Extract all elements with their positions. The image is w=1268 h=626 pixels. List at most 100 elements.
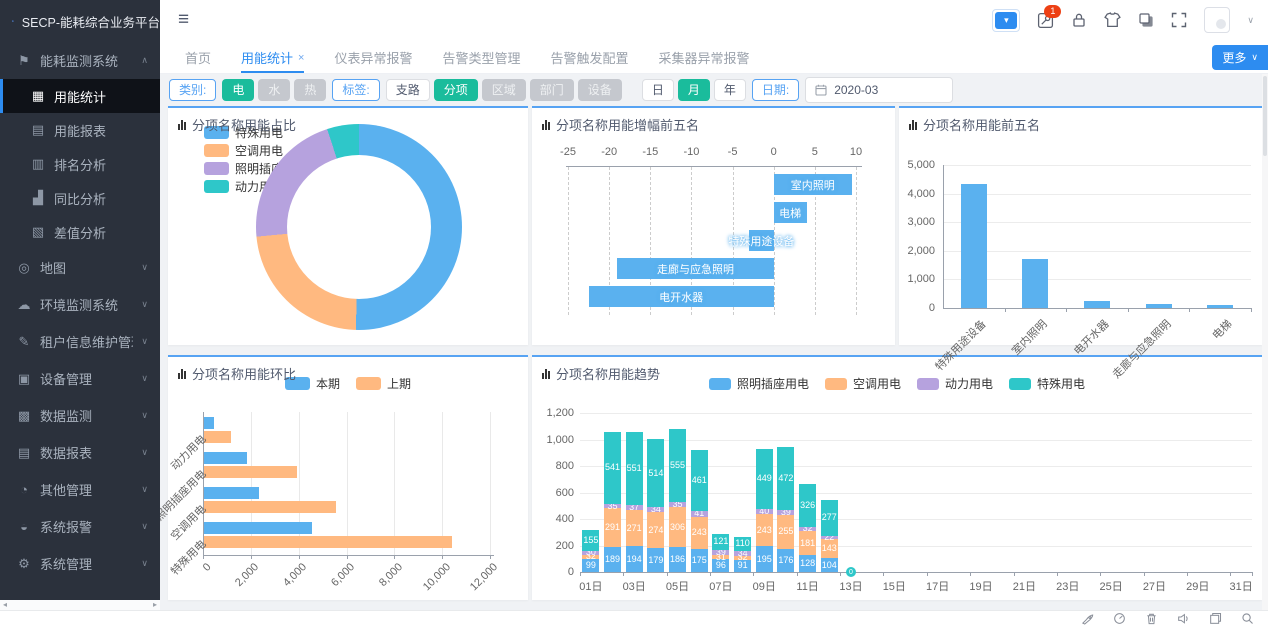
segment-value-label: 179 <box>648 554 664 565</box>
segment-value-label: 40 <box>759 505 770 516</box>
sidebar-item-排名分析[interactable]: ▥ 排名分析 <box>0 147 160 181</box>
stack-segment-空调用电: 243 <box>755 513 773 547</box>
sidebar-item-环境监测系统[interactable]: ☁ 环境监测系统 ∨ <box>0 286 160 323</box>
legend-item-特殊用电[interactable]: 特殊用电 <box>1009 375 1085 392</box>
segment-value-label: 34 <box>650 504 661 515</box>
x-tick-label: 10 <box>849 146 863 158</box>
bar-previous-照明插座用电 <box>204 466 298 478</box>
filter-button-电[interactable]: 电 <box>222 79 255 101</box>
trend-legend: 照明插座用电 空调用电 动力用电 特殊用电 <box>532 375 1262 392</box>
tab-label: 告警触发配置 <box>550 51 629 66</box>
gridline <box>580 439 1252 441</box>
sidebar-item-能耗监测系统[interactable]: ⚑ 能耗监测系统 ∧ <box>0 42 160 79</box>
search-icon[interactable] <box>1241 612 1254 625</box>
filter-button-分项[interactable]: 分项 <box>433 79 478 101</box>
tab-用能统计[interactable]: 用能统计 × <box>241 42 304 73</box>
x-tick-mark <box>1230 572 1232 576</box>
filter-button-区域[interactable]: 区域 <box>481 79 526 101</box>
filter-button-设备[interactable]: 设备 <box>577 79 622 101</box>
sidebar-item-租户信息维护管理[interactable]: ✎ 租户信息维护管理 ∨ <box>0 323 160 360</box>
segment-value-label: 99 <box>585 559 596 570</box>
fullscreen-icon[interactable] <box>1171 12 1187 28</box>
sidebar-horizontal-scrollbar[interactable]: ◂ ▸ <box>0 600 160 610</box>
sidebar-item-设备管理[interactable]: ▣ 设备管理 ∨ <box>0 360 160 397</box>
x-axis-line <box>566 166 862 167</box>
legend-item-本期[interactable]: 本期 <box>284 375 340 392</box>
bar-电梯: 电梯 <box>773 202 807 223</box>
close-icon[interactable]: × <box>298 51 305 64</box>
tab-告警触发配置[interactable]: 告警触发配置 <box>551 42 629 73</box>
date-label: 日期: <box>751 79 800 101</box>
hamburger-menu-icon[interactable]: ≡ <box>178 9 190 30</box>
x-tick-label: 6,000 <box>329 561 357 589</box>
legend-item-特殊用电[interactable]: 特殊用电 <box>204 124 307 140</box>
lock-icon[interactable] <box>1071 12 1087 28</box>
segment-value-label: 514 <box>648 467 664 478</box>
legend-item-空调用电[interactable]: 空调用电 <box>204 142 307 158</box>
segment-value-label: 155 <box>583 534 599 545</box>
stack-segment-照明插座用电: 186 <box>669 547 687 572</box>
date-input[interactable]: 2020-03 <box>805 77 954 103</box>
stack-segment-照明插座用电: 176 <box>777 548 795 572</box>
x-tick-label: 15日 <box>882 581 906 593</box>
theme-tshirt-icon[interactable] <box>1104 12 1122 28</box>
sidebar-item-数据监测[interactable]: ▩ 数据监测 ∨ <box>0 397 160 434</box>
volume-icon[interactable] <box>1177 612 1190 625</box>
tab-仪表异常报警[interactable]: 仪表异常报警 <box>334 42 412 73</box>
legend-item-动力用电[interactable]: 动力用电 <box>917 375 993 392</box>
filter-button-部门[interactable]: 部门 <box>529 79 574 101</box>
legend-item-上期[interactable]: 上期 <box>356 375 411 392</box>
more-button[interactable]: 更多 ∨ <box>1212 45 1268 70</box>
x-tick-mark <box>394 555 396 559</box>
tab-采集器异常报警[interactable]: 采集器异常报警 <box>659 42 750 73</box>
legend-item-空调用电[interactable]: 空调用电 <box>824 375 901 392</box>
legend-item-照明插座用电[interactable]: 照明插座用电 <box>708 375 809 392</box>
bar-current-动力用电 <box>204 417 215 429</box>
gridline <box>568 167 569 315</box>
segment-value-label: 274 <box>648 524 664 535</box>
legend-label: 动力用电 <box>945 377 994 391</box>
rocket-icon[interactable] <box>1081 612 1094 625</box>
window-icon[interactable] <box>1209 612 1222 625</box>
copy-icon[interactable] <box>1138 12 1154 28</box>
gauge-icon[interactable] <box>1113 612 1126 625</box>
sidebar-item-系统管理[interactable]: ⚙ 系统管理 ∨ <box>0 545 160 582</box>
x-tick-label: 21日 <box>1012 581 1036 593</box>
segment-value-label: 32 <box>802 523 813 534</box>
sidebar-item-差值分析[interactable]: ▧ 差值分析 <box>0 215 160 249</box>
scroll-right-icon[interactable]: ▸ <box>152 600 157 609</box>
sidebar-item-用能统计[interactable]: ▦ 用能统计 <box>0 79 160 113</box>
avatar[interactable] <box>1204 7 1231 33</box>
filter-button-支路[interactable]: 支路 <box>385 79 430 101</box>
sidebar-item-地图[interactable]: ◎ 地图 ∨ <box>0 249 160 286</box>
y-tick-label: 200 <box>555 539 574 552</box>
trash-icon[interactable] <box>1145 612 1158 625</box>
sidebar-item-其他管理[interactable]: ◔ 其他管理 ∨ <box>0 471 160 508</box>
legend-swatch <box>204 161 229 175</box>
y-tick-label: 1,000 <box>907 273 935 286</box>
x-tick-mark <box>1143 572 1145 576</box>
sidebar-item-label: 排名分析 <box>54 157 107 173</box>
stack-segment-特殊用电: 277 <box>820 499 838 537</box>
bug-log-icon[interactable]: 1 <box>1037 4 1062 29</box>
tab-首页[interactable]: 首页 <box>185 42 211 73</box>
quick-nav-dropdown[interactable]: ▾ <box>992 8 1021 32</box>
scroll-left-icon[interactable]: ◂ <box>3 600 8 609</box>
x-tick-label: 13日 <box>839 581 863 593</box>
x-axis-line <box>943 308 1251 309</box>
filter-button-热[interactable]: 热 <box>294 79 327 101</box>
filter-button-日[interactable]: 日 <box>641 79 674 101</box>
filter-button-水[interactable]: 水 <box>258 79 291 101</box>
sidebar-item-同比分析[interactable]: ▟ 同比分析 <box>0 181 160 215</box>
vertical-scrollbar[interactable] <box>1262 74 1268 610</box>
user-menu-chevron-icon[interactable]: ∨ <box>1247 14 1254 25</box>
panel-title-text: 分项名称用能环比 <box>192 367 297 382</box>
filter-button-月[interactable]: 月 <box>677 79 710 101</box>
bar-previous-动力用电 <box>204 431 232 443</box>
sidebar-item-数据报表[interactable]: ▤ 数据报表 ∨ <box>0 434 160 471</box>
sidebar-item-用能报表[interactable]: ▤ 用能报表 <box>0 113 160 147</box>
sidebar-item-系统报警[interactable]: ◒ 系统报警 ∨ <box>0 508 160 545</box>
filter-button-年[interactable]: 年 <box>713 79 746 101</box>
y-tick-label: 0 <box>567 566 574 578</box>
tab-告警类型管理[interactable]: 告警类型管理 <box>442 42 520 73</box>
